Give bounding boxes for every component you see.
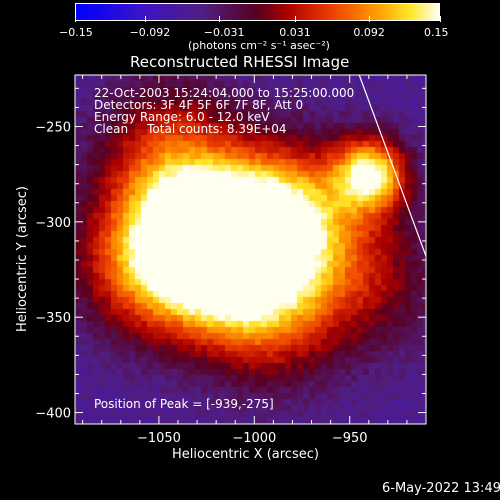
colorbar	[75, 3, 440, 21]
x-axis-label: Heliocentric X (arcsec)	[172, 447, 319, 462]
y-axis-label: Heliocentric Y (arcsec)	[15, 186, 30, 332]
y-tick-label: −400	[35, 407, 71, 422]
info-line-detectors: Detectors: 3F 4F 5F 6F 7F 8F, Att 0	[94, 98, 304, 112]
colorbar-tick	[219, 16, 221, 22]
plot-frame	[74, 74, 427, 425]
heatmap-image	[75, 75, 426, 424]
info-line-energy: Energy Range: 6.0 - 12.0 keV	[94, 110, 270, 124]
y-tick-label: −350	[35, 311, 71, 326]
info-line-time: 22-Oct-2003 15:24:04.000 to 15:25:00.000	[94, 86, 355, 100]
x-tick-label: −1050	[137, 431, 181, 446]
footer-date: 6-May-2022 13:49	[382, 481, 500, 496]
colorbar-tick	[439, 16, 441, 22]
colorbar-tick-label: −0.031	[203, 26, 245, 39]
colorbar-tick	[368, 16, 370, 22]
chart-title: Reconstructed RHESSI Image	[130, 53, 350, 71]
colorbar-unit-label: (photons cm⁻² s⁻¹ asec⁻²)	[188, 39, 330, 52]
y-tick-label: −250	[35, 120, 71, 135]
info-line-counts: Clean Total counts: 8.39E+04	[94, 122, 287, 136]
peak-position-label: Position of Peak = [-939,-275]	[94, 397, 274, 411]
colorbar-tick-label: −0.15	[59, 26, 93, 39]
colorbar-tick	[294, 16, 296, 22]
colorbar-tick-label: 0.15	[424, 26, 449, 39]
colorbar-tick-label: 0.092	[353, 26, 385, 39]
colorbar-tick-label: −0.092	[129, 26, 171, 39]
colorbar-tick	[145, 16, 147, 22]
solar-limb-line	[358, 74, 427, 257]
x-tick-label: −1000	[232, 431, 276, 446]
colorbar-tick-label: 0.031	[279, 26, 311, 39]
x-tick-label: −950	[332, 431, 368, 446]
y-tick-label: −300	[35, 216, 71, 231]
colorbar-tick	[74, 16, 76, 22]
